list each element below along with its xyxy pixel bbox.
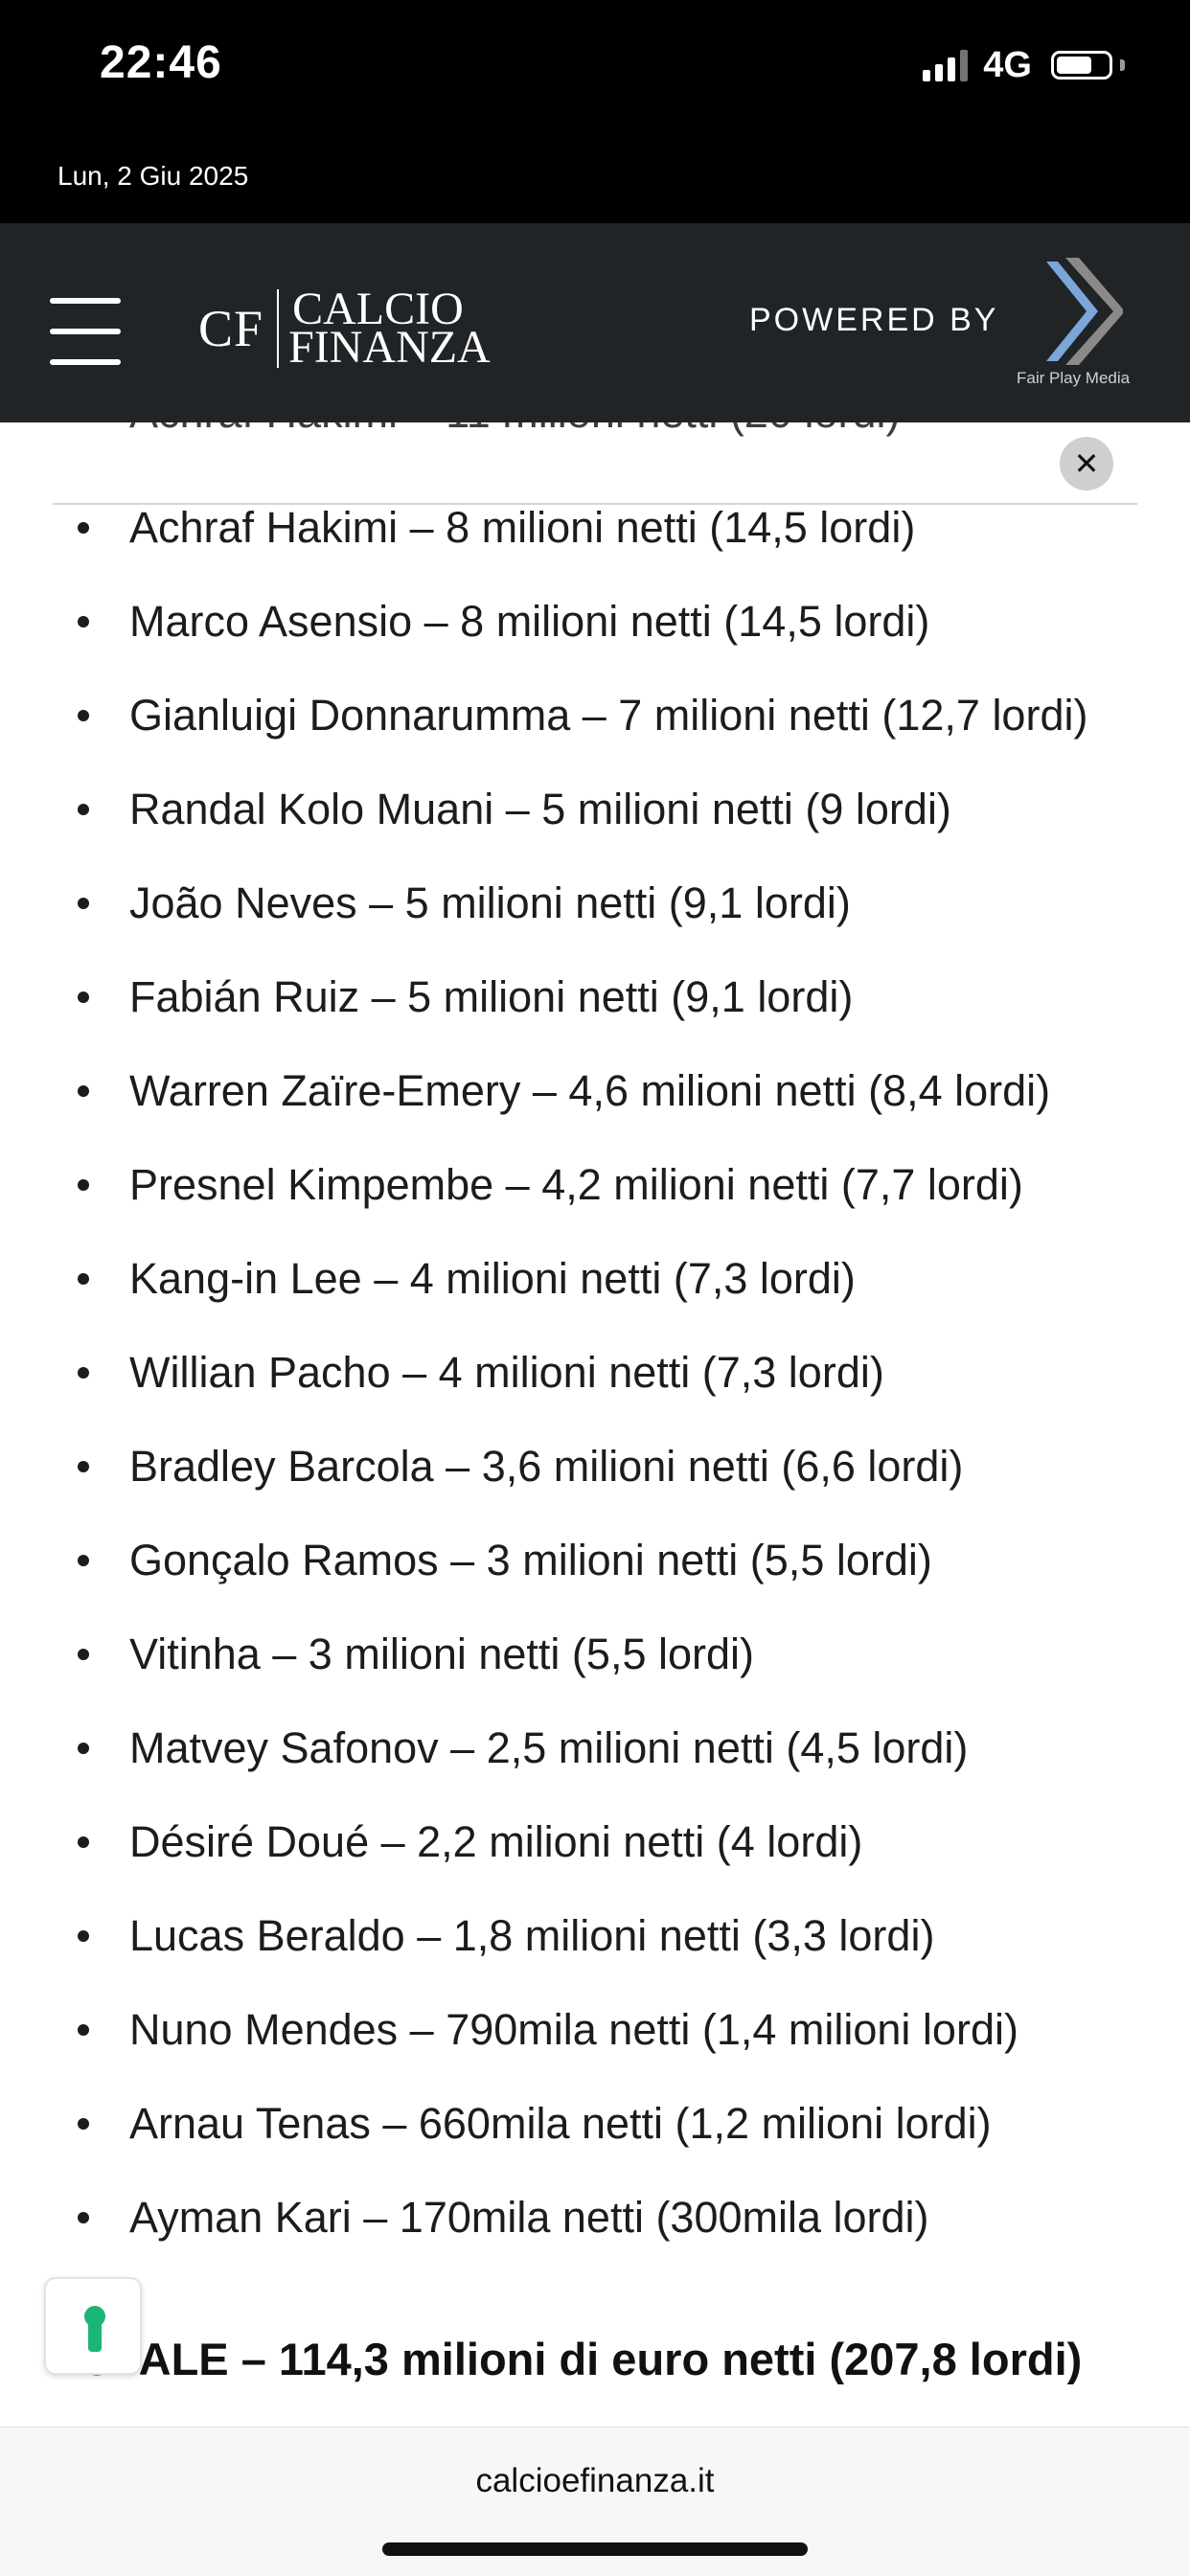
divider [53, 503, 1137, 505]
site-header: CF CALCIO FINANZA POWERED BY Fair Play M… [0, 223, 1190, 422]
partial-list-item: Achraf Hakimi – 11 milioni netti (20 lor… [129, 422, 900, 438]
keyhole-icon-stem [88, 2321, 102, 2352]
list-item: Fabián Ruiz – 5 milioni netti (9,1 lordi… [0, 964, 1190, 1031]
logo-wordmark: CALCIO FINANZA [279, 284, 491, 373]
hamburger-menu-button[interactable] [50, 298, 121, 365]
list-item: Gianluigi Donnarumma – 7 milioni netti (… [0, 682, 1190, 749]
list-item: Gonçalo Ramos – 3 milioni netti (5,5 lor… [0, 1527, 1190, 1594]
battery-icon [1051, 51, 1112, 80]
list-item: Randal Kolo Muani – 5 milioni netti (9 l… [0, 776, 1190, 843]
list-item: Matvey Safonov – 2,5 milioni netti (4,5 … [0, 1715, 1190, 1782]
date-label: Lun, 2 Giu 2025 [57, 161, 249, 191]
list-item: Bradley Barcola – 3,6 milioni netti (6,6… [0, 1433, 1190, 1500]
powered-by-label: POWERED BY [749, 302, 999, 338]
url-text[interactable]: calcioefinanza.it [475, 2462, 715, 2499]
battery-tip [1120, 59, 1125, 71]
status-time: 22:46 [100, 37, 222, 88]
list-item: Lucas Beraldo – 1,8 milioni netti (3,3 l… [0, 1903, 1190, 1970]
logo-line-2: FINANZA [288, 322, 491, 373]
partner-caption: Fair Play Media [1017, 369, 1131, 387]
status-bar: 22:46 4G Lun, 2 Giu 2025 [0, 0, 1190, 223]
list-item: Ayman Kari – 170mila netti (300mila lord… [0, 2184, 1190, 2251]
list-item: Warren Zaïre-Emery – 4,6 milioni netti (… [0, 1058, 1190, 1125]
list-item: Presnel Kimpembe – 4,2 milioni netti (7,… [0, 1151, 1190, 1219]
list-item: Arnau Tenas – 660mila netti (1,2 milioni… [0, 2090, 1190, 2157]
salary-list: Achraf Hakimi – 8 milioni netti (14,5 lo… [0, 494, 1190, 2278]
list-item: Nuno Mendes – 790mila netti (1,4 milioni… [0, 1996, 1190, 2063]
status-indicators: 4G [923, 42, 1125, 88]
fair-play-media-chevron-icon[interactable] [1037, 258, 1123, 373]
close-icon[interactable]: ✕ [1060, 437, 1113, 490]
list-item: Vitinha – 3 milioni netti (5,5 lordi) [0, 1621, 1190, 1688]
list-item: Achraf Hakimi – 8 milioni netti (14,5 lo… [0, 494, 1190, 561]
browser-address-bar[interactable]: calcioefinanza.it [0, 2427, 1190, 2576]
list-item: Kang-in Lee – 4 milioni netti (7,3 lordi… [0, 1245, 1190, 1312]
list-item: Marco Asensio – 8 milioni netti (14,5 lo… [0, 588, 1190, 655]
site-logo[interactable]: CF CALCIO FINANZA [198, 281, 491, 376]
list-item: João Neves – 5 milioni netti (9,1 lordi) [0, 870, 1190, 937]
cellular-signal-icon [923, 49, 969, 81]
total-summary: TOTALE – 114,3 milioni di euro netti (20… [53, 2334, 1083, 2384]
logo-initials: CF [198, 289, 280, 368]
home-indicator[interactable] [382, 2542, 808, 2556]
cookie-settings-button[interactable] [44, 2277, 142, 2375]
logo-line-1: CALCIO [292, 284, 464, 334]
network-type: 4G [983, 44, 1032, 85]
list-item: Désiré Doué – 2,2 milioni netti (4 lordi… [0, 1809, 1190, 1876]
article-content: Achraf Hakimi – 11 milioni netti (20 lor… [0, 422, 1190, 2427]
list-item: Willian Pacho – 4 milioni netti (7,3 lor… [0, 1339, 1190, 1406]
